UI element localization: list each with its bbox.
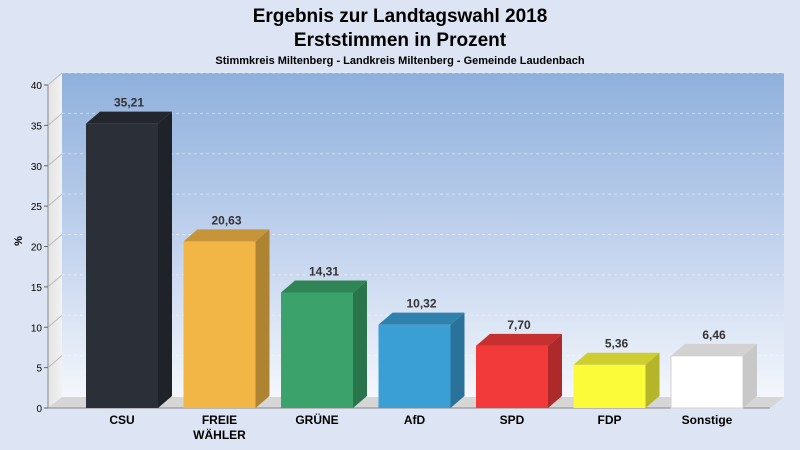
y-tick-label: 0 [36, 404, 42, 415]
bar-group: 5,36 FDP [573, 337, 660, 427]
y-tick-label: 5 [36, 364, 42, 375]
bar-top [86, 111, 172, 124]
category-label: Sonstige [682, 413, 733, 427]
y-tick-label: 15 [31, 283, 43, 294]
y-tick-label: 20 [31, 243, 43, 254]
bar-group: 6,46 Sonstige [670, 328, 757, 427]
bar-side [255, 229, 270, 408]
bar [86, 123, 158, 408]
y-tick-label: 10 [31, 323, 43, 334]
chart-subtitle: Stimmkreis Miltenberg - Landkreis Milten… [215, 55, 584, 67]
bar [281, 292, 353, 408]
bar-top [378, 312, 465, 325]
bar [378, 324, 451, 408]
bar [670, 355, 744, 409]
bar [476, 345, 548, 408]
gridline-wall [47, 112, 63, 126]
bar-side [158, 111, 172, 408]
data-label: 6,46 [702, 328, 726, 342]
bar-top [476, 333, 562, 346]
data-label: 20,63 [211, 213, 241, 227]
chart-title-line-2: Erststimmen in Prozent [294, 30, 507, 51]
category-label: WÄHLER [193, 427, 246, 442]
data-label: 7,70 [507, 318, 531, 332]
chart-title-line-1: Ergebnis zur Landtagswahl 2018 [253, 6, 548, 27]
bar-side [548, 333, 562, 408]
data-label: 10,32 [406, 297, 436, 311]
gridline-wall [47, 234, 63, 247]
category-label: FREIE [202, 413, 237, 427]
category-label: SPD [500, 413, 525, 427]
gridline-wall [47, 153, 63, 167]
bar-group: 10,32 AfD [378, 297, 465, 427]
gridline-wall [47, 72, 63, 86]
bar-side [353, 280, 367, 408]
gridline-wall [47, 355, 63, 369]
bar-group: 7,70 SPD [476, 318, 562, 427]
bar-group: 35,21 CSU [86, 96, 172, 427]
y-tick-label: 40 [31, 81, 43, 92]
category-label: FDP [598, 413, 622, 427]
bar-top [281, 280, 367, 293]
y-axis-label: % [13, 236, 25, 246]
y-tick-label: 25 [31, 202, 43, 213]
bar-group: 14,31 GRÜNE [281, 264, 367, 427]
bar [183, 241, 256, 408]
bar-side [450, 312, 465, 408]
y-tick-label: 35 [31, 121, 43, 132]
bar-side [645, 352, 660, 408]
bar-top [573, 352, 660, 365]
data-label: 35,21 [114, 96, 144, 110]
gridline-wall [47, 274, 63, 288]
gridline-wall [47, 314, 63, 328]
bar-top [671, 343, 757, 356]
bar [573, 364, 646, 408]
bar-top [183, 229, 270, 242]
category-label: GRÜNE [295, 412, 338, 427]
data-label: 14,31 [309, 264, 339, 278]
data-label: 5,36 [605, 337, 629, 351]
category-label: AfD [404, 413, 426, 427]
y-tick-label: 30 [31, 162, 43, 173]
gridline-wall [47, 193, 63, 207]
category-label: CSU [109, 413, 134, 427]
bar-side [743, 343, 757, 408]
